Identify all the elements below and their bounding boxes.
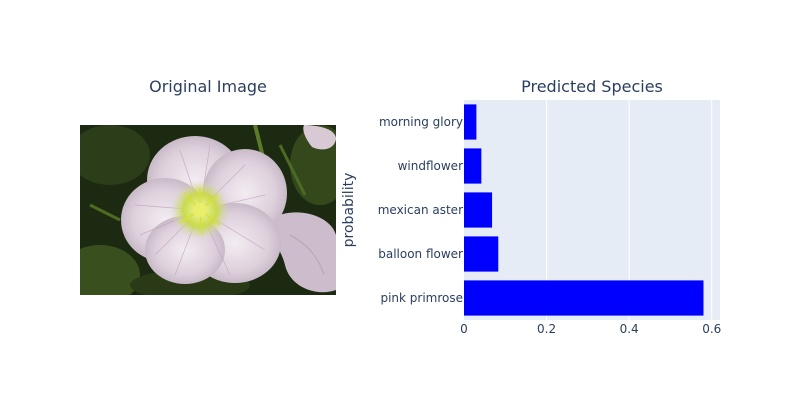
x-tick-label: 0 bbox=[460, 322, 468, 336]
chart-title: Predicted Species bbox=[521, 77, 663, 96]
x-tick-label: 0.6 bbox=[702, 322, 721, 336]
flower-illustration bbox=[80, 125, 336, 295]
bar bbox=[464, 280, 704, 316]
flower-photo bbox=[80, 125, 336, 295]
bar bbox=[464, 192, 493, 228]
y-tick-label: mexican aster bbox=[378, 203, 463, 217]
y-axis-label: probability bbox=[341, 173, 357, 248]
bar bbox=[464, 148, 482, 184]
y-tick-label: morning glory bbox=[379, 115, 463, 129]
y-tick-label: balloon flower bbox=[378, 247, 463, 261]
image-title: Original Image bbox=[149, 77, 267, 96]
bar bbox=[464, 104, 477, 140]
x-tick-label: 0.4 bbox=[620, 322, 639, 336]
x-tick-label: 0.2 bbox=[537, 322, 556, 336]
y-tick-label: windflower bbox=[398, 159, 463, 173]
y-tick-label: pink primrose bbox=[380, 291, 463, 305]
bar bbox=[464, 236, 499, 272]
